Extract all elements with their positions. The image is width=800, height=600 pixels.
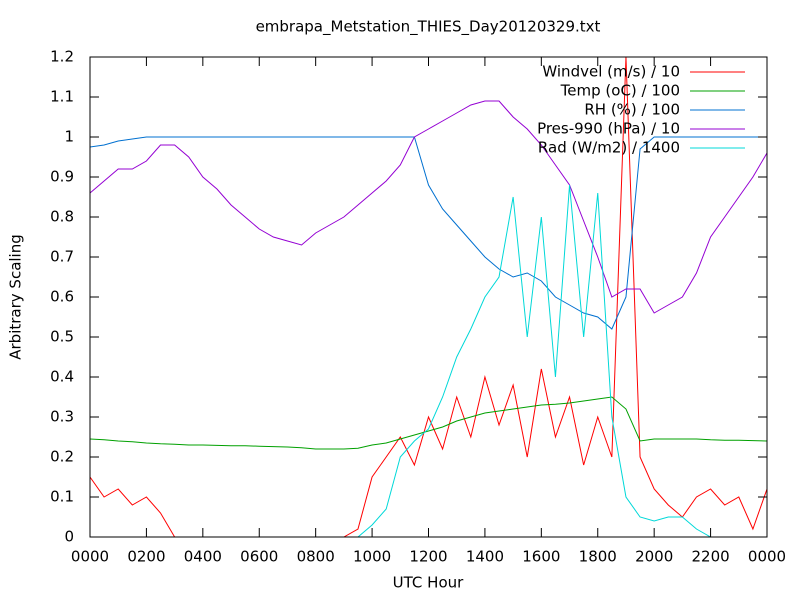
legend-label: Temp (oC) / 100 [560, 82, 680, 100]
y-tick-label: 0.6 [50, 288, 74, 306]
y-tick-label: 1.1 [50, 88, 74, 106]
x-tick-label: 0000 [748, 548, 786, 566]
series-line [90, 100, 767, 314]
legend-label: Windvel (m/s) / 10 [542, 63, 680, 81]
y-tick-label: 0.4 [50, 368, 74, 386]
series-line [90, 57, 767, 537]
series-line [90, 184, 767, 537]
y-tick-label: 1.2 [50, 48, 74, 66]
x-axis-label: UTC Hour [393, 574, 464, 592]
legend-label: Rad (W/m2) / 1400 [538, 139, 680, 157]
legend-label: Pres-990 (hPa) / 10 [537, 120, 680, 138]
x-tick-label: 2000 [635, 548, 673, 566]
y-tick-label: 1 [64, 128, 74, 146]
plot-lines [90, 57, 767, 537]
series-line [90, 396, 767, 450]
y-tick-label: 0.3 [50, 408, 74, 426]
chart-title: embrapa_Metstation_THIES_Day20120329.txt [256, 18, 601, 37]
x-tick-label: 1000 [353, 548, 391, 566]
x-tick-label: 1200 [409, 548, 447, 566]
y-tick-label: 0.1 [50, 488, 74, 506]
y-tick-label: 0.8 [50, 208, 74, 226]
series-line [90, 136, 767, 330]
x-tick-label: 2200 [691, 548, 729, 566]
y-tick-label: 0.2 [50, 448, 74, 466]
legend-label: RH (%) / 100 [584, 101, 680, 119]
x-tick-label: 0200 [127, 548, 165, 566]
x-tick-label: 1400 [466, 548, 504, 566]
x-tick-label: 1600 [522, 548, 560, 566]
x-tick-label: 0400 [184, 548, 222, 566]
y-tick-label: 0.5 [50, 328, 74, 346]
y-axis-label: Arbitrary Scaling [7, 234, 25, 360]
x-tick-label: 0800 [297, 548, 335, 566]
x-tick-label: 0000 [71, 548, 109, 566]
y-tick-label: 0 [64, 528, 74, 546]
y-tick-label: 0.7 [50, 248, 74, 266]
y-tick-label: 0.9 [50, 168, 74, 186]
x-tick-label: 0600 [240, 548, 278, 566]
x-tick-label: 1800 [579, 548, 617, 566]
